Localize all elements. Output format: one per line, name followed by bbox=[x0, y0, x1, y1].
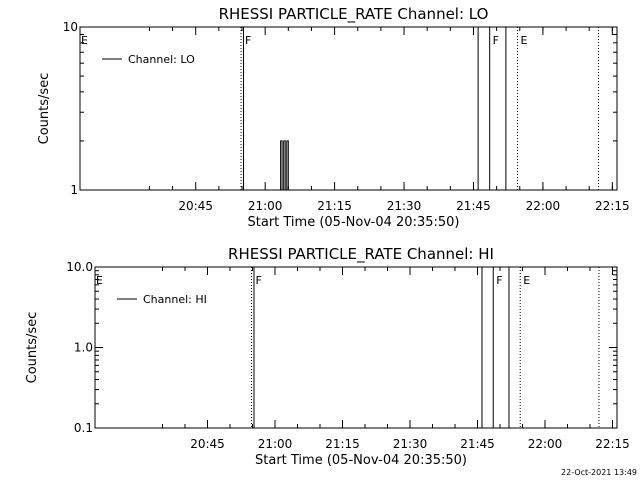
series-histogram bbox=[277, 140, 292, 191]
x-tick-label: 20:45 bbox=[178, 199, 213, 213]
chart-panel-1: RHESSI PARTICLE_RATE Channel: LO 20:45 21:… bbox=[37, 5, 630, 230]
legend-label: Channel: HI bbox=[143, 293, 207, 306]
y-tick-label: 10.0 bbox=[66, 260, 93, 274]
event-marker-label: F bbox=[245, 34, 251, 47]
x-tick-label: 22:00 bbox=[526, 199, 561, 213]
event-marker-label: F bbox=[493, 34, 499, 47]
x-axis-title: Start Time (05-Nov-04 20:35:50) bbox=[255, 453, 467, 468]
plots-layer: RHESSI PARTICLE_RATE Channel: LO 20:45 21:… bbox=[25, 5, 630, 468]
legend-label: Channel: LO bbox=[128, 53, 195, 66]
y-axis-title: Counts/sec bbox=[37, 73, 52, 145]
event-marker-label: E bbox=[523, 274, 530, 287]
x-tick-label: 21:00 bbox=[248, 199, 283, 213]
event-marker-label: E bbox=[96, 274, 103, 287]
y-tick-label: 1.0 bbox=[74, 341, 93, 355]
x-tick-label: 20:45 bbox=[190, 437, 225, 451]
y-tick-label: 0.1 bbox=[74, 421, 93, 435]
x-tick-label: 21:45 bbox=[456, 199, 491, 213]
x-axis-title: Start Time (05-Nov-04 20:35:50) bbox=[248, 215, 460, 230]
x-tick-label: 21:00 bbox=[258, 437, 293, 451]
x-tick-label: 22:15 bbox=[595, 199, 630, 213]
chart-title: RHESSI PARTICLE_RATE Channel: HI bbox=[228, 245, 494, 264]
x-tick-label: 21:30 bbox=[387, 199, 422, 213]
y-tick-label: 1 bbox=[70, 183, 78, 197]
x-tick-label: 21:45 bbox=[460, 437, 495, 451]
event-marker-label: F bbox=[255, 274, 261, 287]
x-tick-label: 22:00 bbox=[528, 437, 563, 451]
event-marker-label: E bbox=[520, 34, 527, 47]
chart-panel-2: RHESSI PARTICLE_RATE Channel: HI 20:45 21:… bbox=[25, 245, 630, 468]
x-tick-label: 21:30 bbox=[393, 437, 428, 451]
x-tick-label: 22:15 bbox=[595, 437, 630, 451]
y-tick-label: 10 bbox=[63, 20, 78, 34]
plot-frame bbox=[79, 26, 618, 191]
y-axis-title: Counts/sec bbox=[25, 312, 40, 384]
x-tick-label: 21:15 bbox=[325, 437, 360, 451]
timestamp-label: 22-Oct-2021 13:49 bbox=[561, 468, 637, 477]
x-tick-label: 21:15 bbox=[317, 199, 352, 213]
event-marker-label: F bbox=[496, 274, 502, 287]
chart-title: RHESSI PARTICLE_RATE Channel: LO bbox=[219, 5, 489, 24]
event-marker-label: E bbox=[81, 34, 88, 47]
